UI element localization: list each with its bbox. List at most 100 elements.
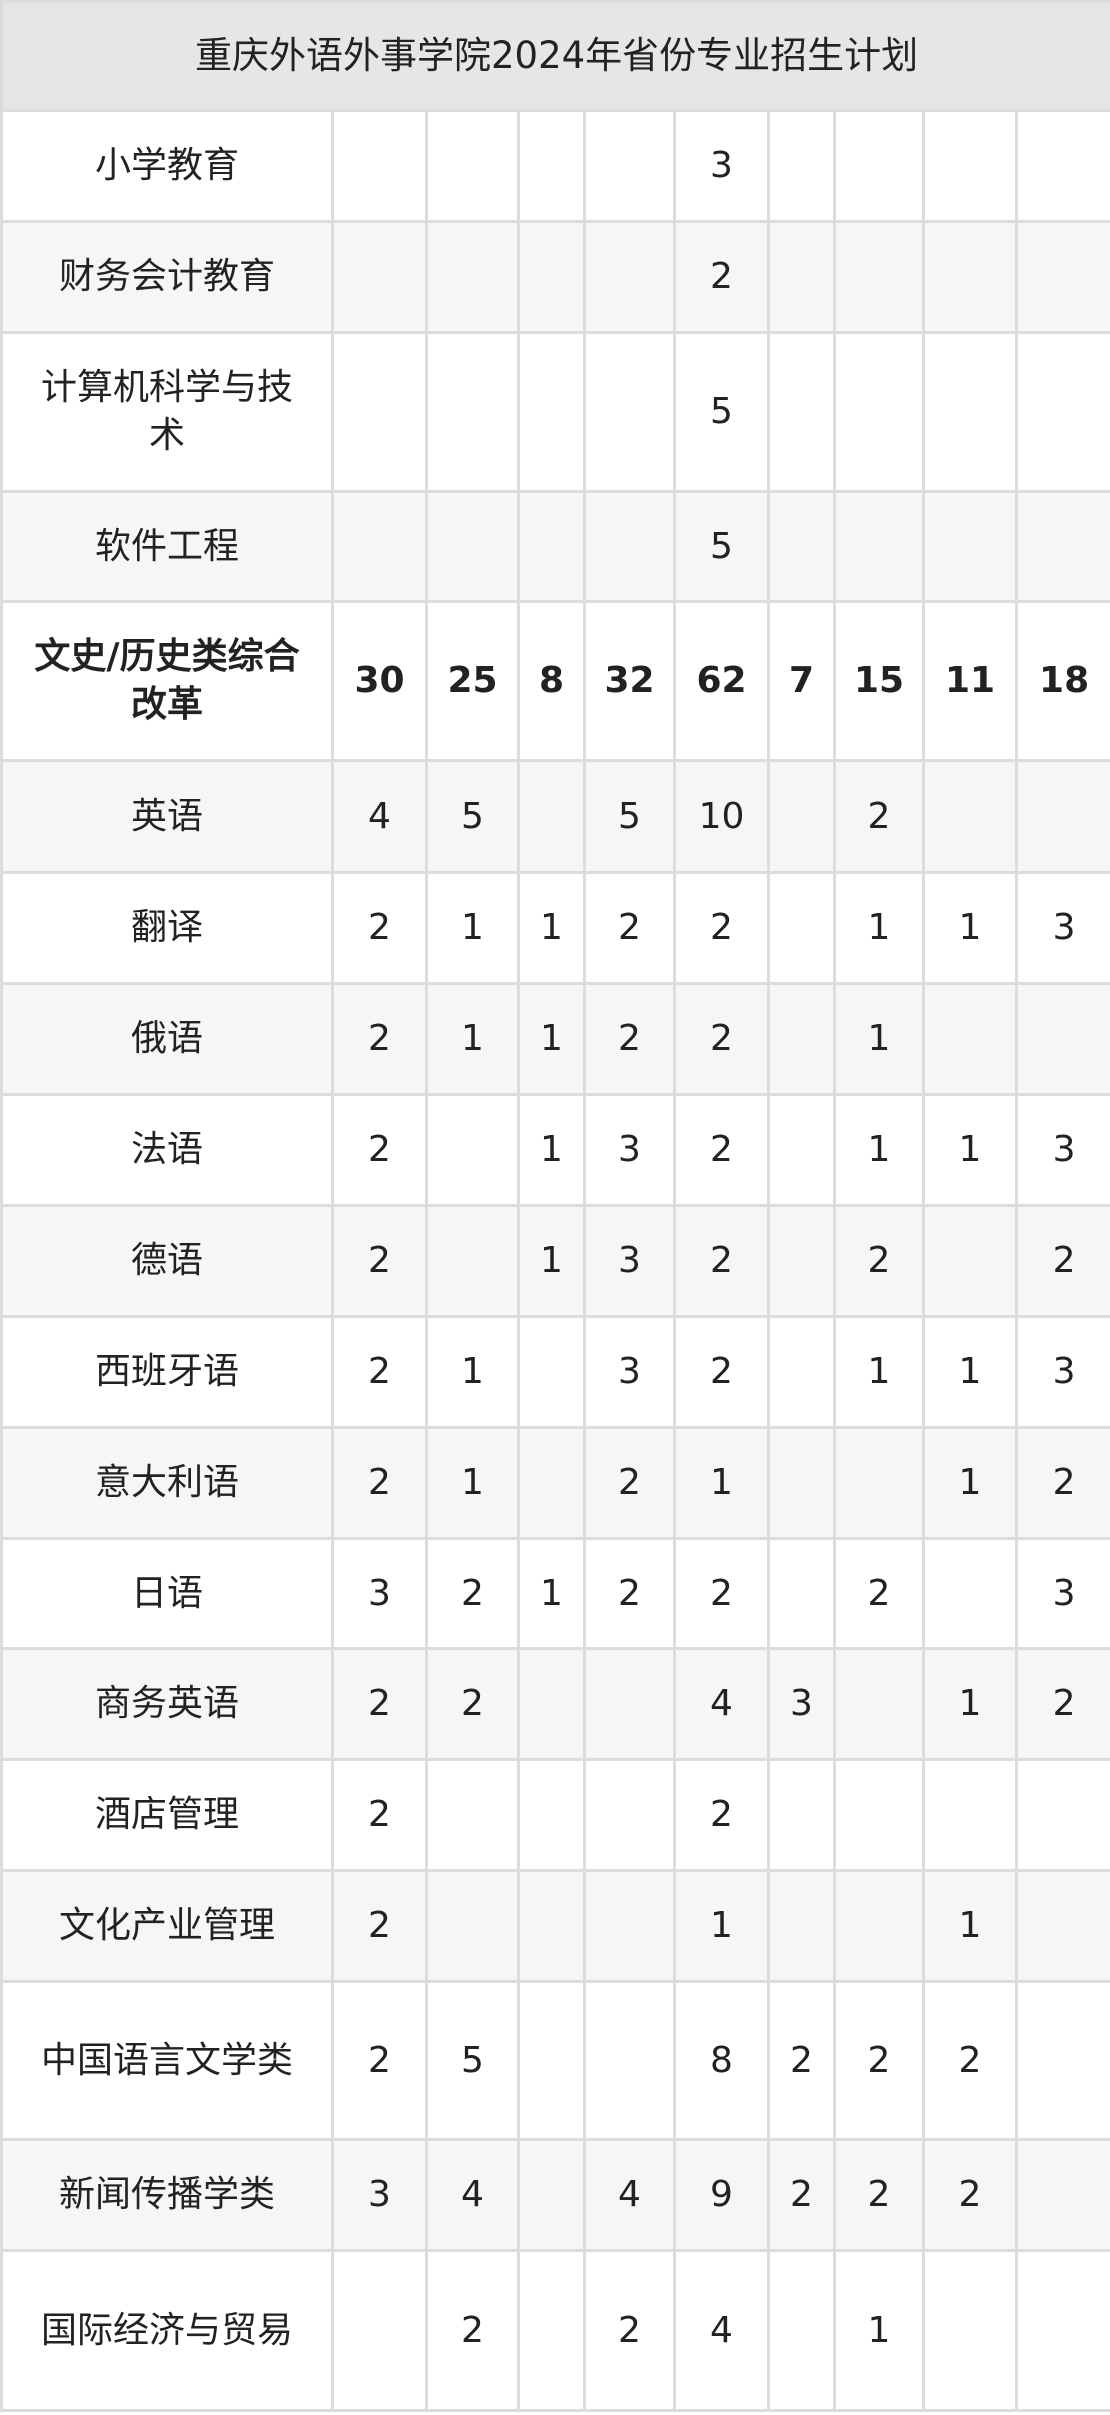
quota-cell: 15	[833, 600, 925, 762]
table-row: 中国语言文学类 2 5 8 2 2 2	[0, 1980, 1110, 2141]
quota-cell	[425, 220, 520, 334]
major-name-cell: 商务英语	[0, 1647, 334, 1761]
quota-cell	[583, 220, 676, 334]
quota-cell: 2	[767, 2138, 836, 2252]
table-row: 西班牙语 2 1 3 2 1 1 3	[0, 1315, 1110, 1429]
major-name-cell: 德语	[0, 1204, 334, 1318]
quota-cell: 2	[1014, 1426, 1110, 1540]
quota-cell	[425, 490, 520, 603]
quota-cell: 1	[833, 1093, 925, 1207]
quota-cell: 2	[583, 2249, 676, 2412]
quota-cell	[833, 1647, 925, 1761]
table-row: 意大利语 2 1 2 1 1 2	[0, 1426, 1110, 1540]
quota-cell	[517, 1647, 586, 1761]
quota-cell	[1014, 982, 1110, 1096]
quota-cell: 2	[922, 2138, 1018, 2252]
quota-cell: 2	[922, 1980, 1018, 2141]
quota-cell: 1	[922, 1315, 1018, 1429]
quota-cell: 4	[673, 1647, 770, 1761]
quota-cell	[517, 1980, 586, 2141]
major-name-cell: 俄语	[0, 982, 334, 1096]
quota-cell: 1	[517, 871, 586, 985]
quota-cell: 3	[1014, 1315, 1110, 1429]
quota-cell: 1	[833, 982, 925, 1096]
table-row: 商务英语 2 2 4 3 1 2	[0, 1647, 1110, 1761]
quota-cell: 2	[673, 982, 770, 1096]
table-row: 酒店管理 2 2	[0, 1758, 1110, 1872]
quota-cell: 10	[673, 759, 770, 874]
quota-cell	[517, 759, 586, 874]
quota-cell	[767, 871, 836, 985]
quota-cell: 8	[517, 600, 586, 762]
table-row: 国际经济与贸易 2 2 4 1	[0, 2249, 1110, 2412]
quota-cell: 1	[833, 1315, 925, 1429]
quota-cell: 5	[583, 759, 676, 874]
quota-cell: 11	[922, 600, 1018, 762]
category-summary-row: 文史/历史类综合改革 30 25 8 32 62 7 15 11 18	[0, 600, 1110, 762]
quota-cell	[922, 109, 1018, 223]
quota-cell: 3	[1014, 1537, 1110, 1650]
quota-cell	[331, 109, 428, 223]
quota-cell: 2	[425, 1647, 520, 1761]
quota-cell: 2	[331, 1315, 428, 1429]
quota-cell: 3	[1014, 1093, 1110, 1207]
table-row: 英语 4 5 5 10 2	[0, 759, 1110, 874]
quota-cell: 1	[425, 1426, 520, 1540]
quota-cell: 2	[673, 1758, 770, 1872]
table-row: 法语 2 1 3 2 1 1 3	[0, 1093, 1110, 1207]
quota-cell: 2	[833, 2138, 925, 2252]
quota-cell	[517, 2249, 586, 2412]
quota-cell	[331, 2249, 428, 2412]
quota-cell: 2	[833, 1204, 925, 1318]
quota-cell	[922, 982, 1018, 1096]
quota-cell	[425, 1093, 520, 1207]
quota-cell: 2	[673, 1204, 770, 1318]
quota-cell	[331, 220, 428, 334]
quota-cell: 2	[583, 871, 676, 985]
quota-cell: 3	[331, 2138, 428, 2252]
quota-cell	[583, 109, 676, 223]
quota-cell	[767, 1758, 836, 1872]
quota-cell	[517, 109, 586, 223]
quota-cell	[767, 1093, 836, 1207]
quota-cell: 1	[425, 982, 520, 1096]
table-row: 俄语 2 1 1 2 2 1	[0, 982, 1110, 1096]
major-name-cell: 财务会计教育	[0, 220, 334, 334]
quota-cell: 30	[331, 600, 428, 762]
quota-cell	[833, 1758, 925, 1872]
quota-cell	[767, 220, 836, 334]
major-name-cell: 文化产业管理	[0, 1869, 334, 1983]
quota-cell	[767, 331, 836, 493]
table-row: 新闻传播学类 3 4 4 9 2 2 2	[0, 2138, 1110, 2252]
quota-cell: 4	[331, 759, 428, 874]
quota-cell	[583, 1758, 676, 1872]
quota-cell: 2	[1014, 1204, 1110, 1318]
quota-cell: 2	[331, 1204, 428, 1318]
table-row: 财务会计教育 2	[0, 220, 1110, 334]
quota-cell: 2	[583, 1537, 676, 1650]
quota-cell: 3	[767, 1647, 836, 1761]
quota-cell: 2	[1014, 1647, 1110, 1761]
table-row: 德语 2 1 3 2 2 2	[0, 1204, 1110, 1318]
quota-cell: 2	[425, 2249, 520, 2412]
quota-cell: 4	[673, 2249, 770, 2412]
quota-cell	[517, 331, 586, 493]
quota-cell	[922, 759, 1018, 874]
quota-cell: 1	[922, 1426, 1018, 1540]
quota-cell	[517, 1758, 586, 1872]
quota-cell: 2	[425, 1537, 520, 1650]
quota-cell: 8	[673, 1980, 770, 2141]
major-name-cell: 西班牙语	[0, 1315, 334, 1429]
quota-cell: 1	[922, 1647, 1018, 1761]
quota-cell: 1	[517, 1204, 586, 1318]
major-name-cell: 法语	[0, 1093, 334, 1207]
quota-cell	[767, 2249, 836, 2412]
quota-cell	[922, 331, 1018, 493]
quota-cell	[1014, 490, 1110, 603]
quota-cell	[833, 109, 925, 223]
major-name-cell: 意大利语	[0, 1426, 334, 1540]
quota-cell: 62	[673, 600, 770, 762]
quota-cell	[583, 1647, 676, 1761]
quota-cell	[922, 2249, 1018, 2412]
quota-cell: 4	[583, 2138, 676, 2252]
